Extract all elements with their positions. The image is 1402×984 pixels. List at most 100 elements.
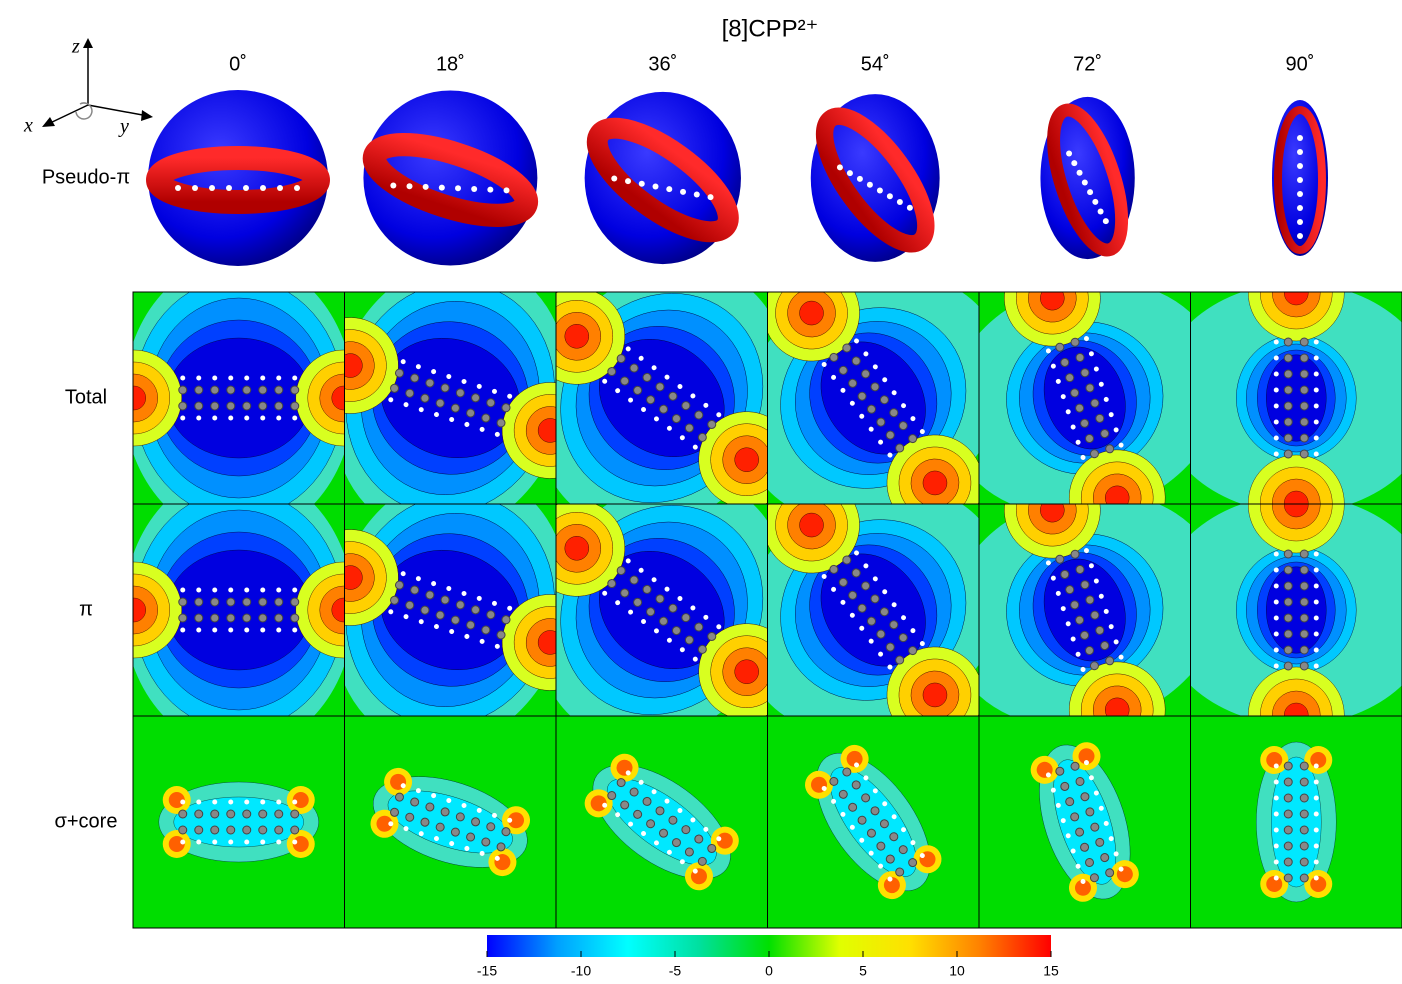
carbon xyxy=(1284,418,1292,426)
hydrogen xyxy=(212,416,217,421)
hydrogen xyxy=(1274,876,1279,881)
carbon xyxy=(275,614,283,622)
row-label: Total xyxy=(65,386,107,408)
hydrogen xyxy=(260,840,265,845)
carbon xyxy=(1284,874,1292,882)
hydrogen xyxy=(1274,452,1279,457)
hydrogen xyxy=(228,588,233,593)
carbon xyxy=(195,386,203,394)
atom xyxy=(175,185,181,191)
carbon xyxy=(1300,778,1308,786)
atom xyxy=(625,178,631,184)
hydrogen xyxy=(292,416,297,421)
hydrogen xyxy=(1314,764,1319,769)
core xyxy=(174,797,304,847)
column-label: 18˚ xyxy=(436,53,465,75)
column-label: 54˚ xyxy=(861,53,890,75)
hydrogen xyxy=(1314,452,1319,457)
carbon xyxy=(1300,874,1308,882)
hydrogen xyxy=(1314,632,1319,637)
carbon xyxy=(1284,370,1292,378)
atom xyxy=(192,185,198,191)
carbon xyxy=(179,810,187,818)
hydrogen xyxy=(1274,388,1279,393)
atom xyxy=(1297,149,1303,155)
carbon xyxy=(275,402,283,410)
atom xyxy=(1087,189,1093,195)
column-label: 90˚ xyxy=(1286,53,1315,75)
hydrogen xyxy=(1314,796,1319,801)
carbon xyxy=(211,826,219,834)
carbon xyxy=(243,826,251,834)
hydrogen xyxy=(1314,600,1319,605)
hydrogen xyxy=(1274,632,1279,637)
carbon xyxy=(1300,662,1308,670)
axis-y: y xyxy=(118,116,129,138)
carbon xyxy=(1300,338,1308,346)
row-label: σ+core xyxy=(55,810,118,832)
carbon xyxy=(179,598,187,606)
hydrogen xyxy=(212,376,217,381)
atom xyxy=(907,205,913,211)
carbon xyxy=(1284,662,1292,670)
atom xyxy=(1103,218,1109,224)
carbon xyxy=(1300,810,1308,818)
hydrogen xyxy=(196,416,201,421)
hydrogen xyxy=(180,628,185,633)
rotated-field xyxy=(159,782,319,862)
atom xyxy=(847,170,853,176)
carbon xyxy=(179,386,187,394)
contour-panel xyxy=(133,716,345,928)
hydrogen xyxy=(1314,616,1319,621)
atom xyxy=(887,193,893,199)
hydrogen xyxy=(276,840,281,845)
atom xyxy=(611,175,617,181)
atom xyxy=(877,187,883,193)
carbon xyxy=(1300,354,1308,362)
atom xyxy=(209,185,215,191)
hydrogen xyxy=(1274,420,1279,425)
hydrogen xyxy=(244,416,249,421)
atom xyxy=(1297,163,1303,169)
figure: [8]CPP²⁺ z x y Pseudo-πTotalπσ+core0˚18˚… xyxy=(0,0,1402,984)
column-label: 0˚ xyxy=(229,53,247,75)
carbon xyxy=(1284,858,1292,866)
hydrogen xyxy=(1274,340,1279,345)
carbon xyxy=(1284,402,1292,410)
hydrogen xyxy=(1314,844,1319,849)
column-label: 72˚ xyxy=(1073,53,1102,75)
hydrogen xyxy=(212,588,217,593)
hydrogen xyxy=(1314,780,1319,785)
atom xyxy=(639,181,645,187)
carbon xyxy=(1300,402,1308,410)
hydrogen xyxy=(260,588,265,593)
hydrogen xyxy=(260,416,265,421)
atom xyxy=(455,185,461,191)
hydrogen xyxy=(292,376,297,381)
hydrogen xyxy=(1274,796,1279,801)
hydrogen xyxy=(244,628,249,633)
pseudo-pi-surface xyxy=(807,94,944,262)
hydrogen xyxy=(196,628,201,633)
hydrogen xyxy=(196,588,201,593)
atom xyxy=(1071,160,1077,166)
atom xyxy=(857,176,863,182)
hydrogen xyxy=(292,588,297,593)
carbon xyxy=(259,826,267,834)
carbon xyxy=(1284,598,1292,606)
row-label: Pseudo-π xyxy=(42,166,130,188)
hydrogen xyxy=(244,800,249,805)
pseudo-pi-surface xyxy=(1040,97,1136,259)
hydrogen xyxy=(1314,552,1319,557)
contour-panel xyxy=(768,716,980,928)
hydrogen xyxy=(1314,648,1319,653)
carbon xyxy=(1300,646,1308,654)
atom xyxy=(260,185,266,191)
hydrogen xyxy=(276,588,281,593)
rotated-field xyxy=(1256,742,1336,902)
carbon xyxy=(1284,566,1292,574)
carbon xyxy=(1300,630,1308,638)
carbon xyxy=(1300,858,1308,866)
hydrogen xyxy=(1314,436,1319,441)
colorbar-tick-label: -15 xyxy=(477,963,497,979)
